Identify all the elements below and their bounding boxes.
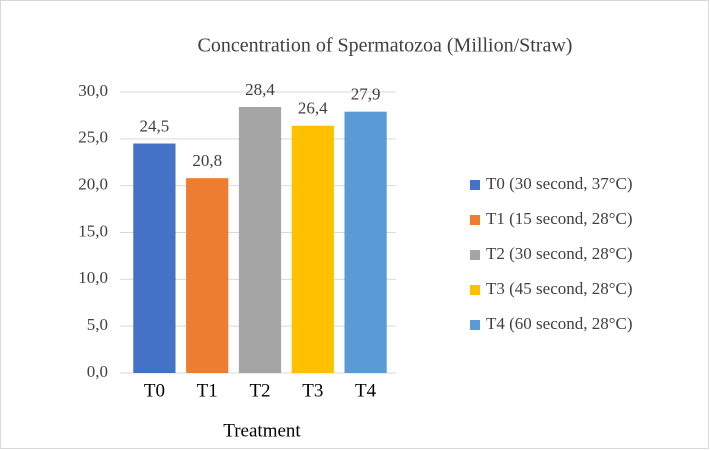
legend-swatch: [470, 285, 480, 295]
x-tick-label: T3: [302, 380, 323, 401]
y-tick-label: 20,0: [78, 175, 108, 194]
x-tick-label: T0: [144, 380, 165, 401]
bar: [186, 178, 229, 373]
value-label: 20,8: [192, 151, 222, 170]
x-tick-label: T2: [249, 380, 270, 401]
bar: [133, 143, 176, 373]
legend-label: T0 (30 second, 37°C): [486, 174, 633, 193]
bar: [238, 106, 282, 373]
legend-swatch: [470, 250, 480, 260]
x-tick-label: T4: [355, 380, 377, 401]
x-axis-title: Treatment: [223, 420, 301, 441]
y-tick-label: 25,0: [78, 128, 108, 147]
legend-label: T3 (45 second, 28°C): [486, 279, 633, 298]
y-tick-label: 15,0: [78, 221, 108, 240]
legend-swatch: [470, 215, 480, 225]
legend-swatch: [470, 180, 480, 190]
bar: [344, 111, 387, 374]
y-tick-label: 10,0: [78, 268, 108, 287]
y-tick-label: 30,0: [78, 81, 108, 100]
value-label: 27,9: [351, 85, 381, 104]
legend-label: T1 (15 second, 28°C): [486, 209, 633, 228]
legend-label: T2 (30 second, 28°C): [486, 244, 633, 263]
chart-title: Concentration of Spermatozoa (Million/St…: [198, 35, 573, 57]
value-label: 28,4: [245, 80, 275, 99]
x-tick-label: T1: [197, 380, 218, 401]
y-tick-label: 0,0: [87, 362, 108, 381]
value-label: 26,4: [298, 99, 328, 118]
value-label: 24,5: [140, 116, 170, 135]
bar: [291, 125, 334, 373]
legend-swatch: [470, 320, 480, 330]
y-tick-label: 5,0: [87, 315, 108, 334]
legend-label: T4 (60 second, 28°C): [486, 314, 633, 333]
